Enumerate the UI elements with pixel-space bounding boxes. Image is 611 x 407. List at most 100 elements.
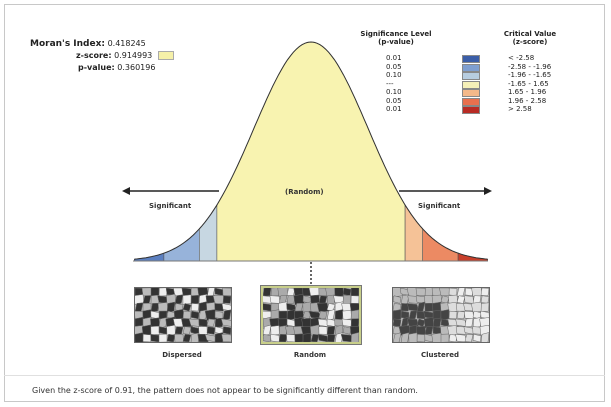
legend-swatch <box>462 80 480 89</box>
pattern-cell <box>350 288 359 297</box>
pattern-cell <box>447 325 459 336</box>
dispersed-thumbnail <box>134 287 232 343</box>
legend-z-range: -1.65 - 1.65 <box>508 79 549 88</box>
pattern-cell <box>263 303 272 312</box>
pattern-cell <box>400 332 410 342</box>
legend-swatch <box>462 89 480 97</box>
legend-p-value: 0.10 <box>386 88 402 96</box>
pattern-cell <box>158 333 168 342</box>
pattern-cell <box>480 295 489 304</box>
pattern-cell <box>198 318 208 327</box>
clustered-thumbnail <box>392 287 490 343</box>
pattern-cell <box>277 288 289 297</box>
pattern-cell <box>480 288 489 296</box>
legend-swatch <box>462 72 480 80</box>
pattern-cell <box>142 295 152 304</box>
pattern-cell <box>341 318 353 327</box>
thumb-dispersed-pattern <box>135 288 231 342</box>
pattern-cell <box>270 325 280 336</box>
curve-region-right-inner <box>404 203 423 262</box>
pattern-cell <box>316 302 330 312</box>
pattern-cell <box>326 294 336 305</box>
pattern-cell <box>440 333 450 342</box>
legend-p-value: --- <box>386 79 394 88</box>
pattern-cell <box>142 334 152 342</box>
pattern-cell <box>318 326 328 335</box>
pattern-cell <box>393 332 402 342</box>
pattern-cell <box>424 326 434 335</box>
result-caption: Given the z-score of 0.91, the pattern d… <box>32 386 418 395</box>
right-arrow <box>399 187 492 195</box>
legend-p-value: 0.10 <box>386 71 402 79</box>
pattern-cell <box>408 332 418 342</box>
legend-z-range: -2.58 - -1.96 <box>508 62 552 71</box>
pattern-cell <box>415 288 427 296</box>
pattern-cell <box>141 288 153 297</box>
legend-swatch <box>462 55 480 63</box>
z-score-row: z-score: 0.914993 <box>30 50 174 62</box>
pattern-cell <box>317 318 329 327</box>
pattern-cell <box>182 294 192 305</box>
pattern-cell <box>318 295 328 304</box>
pattern-cell <box>349 325 359 335</box>
pattern-cell <box>214 317 224 328</box>
pattern-cell <box>174 333 184 342</box>
curve-region-center <box>216 41 406 262</box>
pattern-cell <box>393 309 402 321</box>
pattern-cell <box>472 333 482 342</box>
pattern-cell <box>269 295 281 304</box>
pattern-cell <box>416 334 426 342</box>
pattern-cell <box>150 325 160 336</box>
pattern-cell <box>150 334 160 342</box>
legend-z-range: < -2.58 <box>508 54 535 62</box>
critical-header-line1: Critical Value <box>503 30 557 38</box>
pattern-cell <box>480 310 489 320</box>
pattern-cell <box>190 332 200 342</box>
pattern-cell <box>349 303 359 312</box>
pattern-cell <box>214 288 224 297</box>
pattern-cell <box>182 326 192 335</box>
legend-swatch <box>462 97 480 106</box>
legend-z-range: 1.65 - 1.96 <box>508 88 547 96</box>
pattern-cell <box>222 326 231 335</box>
pattern-cell <box>221 303 231 312</box>
pattern-cell <box>350 318 359 328</box>
pattern-cell <box>278 310 288 320</box>
pattern-cell <box>480 302 489 313</box>
pattern-cell <box>135 332 144 342</box>
left-arrow <box>122 187 219 195</box>
pattern-cell <box>406 303 420 312</box>
pattern-cell <box>222 309 231 321</box>
pattern-cell <box>464 318 474 327</box>
z-score-swatch <box>157 51 174 60</box>
pattern-cell <box>302 333 312 342</box>
legend-swatch <box>462 63 480 72</box>
significance-header-line2: (p-value) <box>378 38 414 46</box>
pattern-cell <box>310 334 320 342</box>
pattern-cell <box>198 309 208 321</box>
pattern-cell <box>158 317 168 329</box>
random-thumbnail <box>260 285 362 345</box>
pattern-cell <box>135 302 144 313</box>
pattern-cell <box>286 334 296 342</box>
pattern-cell <box>464 334 474 342</box>
pattern-cell <box>220 318 231 327</box>
thumb-random-pattern <box>263 288 359 342</box>
morans-index-value: 0.418245 <box>107 39 146 48</box>
pattern-cell <box>342 310 352 320</box>
thumb-clustered-pattern <box>393 288 489 342</box>
pattern-cell <box>326 308 336 322</box>
curve-region-left-inner <box>199 203 218 262</box>
pattern-cell <box>350 295 359 304</box>
pattern-cell <box>480 332 489 342</box>
pattern-cell <box>158 326 168 335</box>
pattern-cell <box>464 295 474 304</box>
legend-swatch <box>462 106 480 114</box>
pattern-cell <box>204 333 218 342</box>
pattern-cell <box>270 334 280 342</box>
caption-separator <box>4 375 605 376</box>
pattern-cell <box>222 295 231 304</box>
pattern-cell <box>206 326 216 335</box>
curve-layer <box>134 41 488 262</box>
